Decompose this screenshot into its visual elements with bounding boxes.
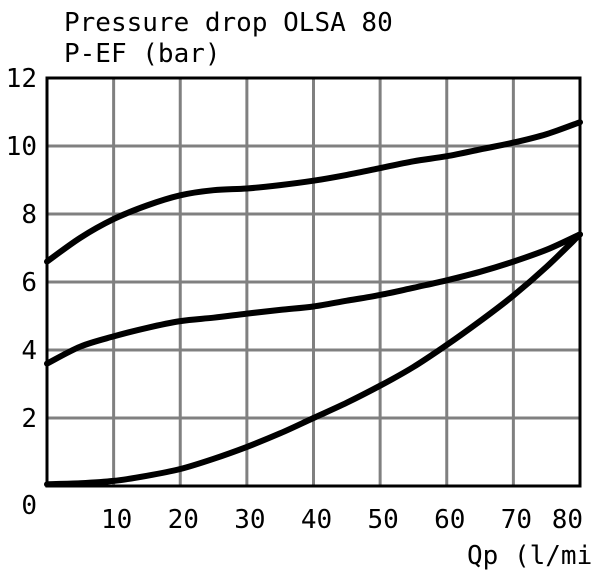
x-tick-label: 20	[168, 505, 199, 535]
curve-2	[44, 231, 583, 367]
y-tick-label: 0	[21, 491, 37, 521]
y-tick-label: 4	[21, 336, 37, 366]
chart-title: Pressure drop OLSA 80	[64, 8, 393, 38]
x-tick-label: 80	[552, 505, 583, 535]
x-tick-label: 50	[367, 505, 398, 535]
x-tick-label: 40	[301, 505, 332, 535]
x-tick-label: 60	[434, 505, 465, 535]
curves	[44, 119, 583, 488]
y-tick-labels: 0 2 4 6 8 10 12	[6, 64, 37, 521]
x-axis-label: Qp (l/mi	[467, 541, 592, 570]
y-axis-label: P-EF (bar)	[64, 39, 221, 69]
x-tick-label: 10	[101, 505, 132, 535]
curve-3	[44, 231, 583, 488]
grid	[47, 78, 580, 486]
y-tick-label: 12	[6, 64, 37, 94]
y-tick-label: 2	[21, 404, 37, 434]
y-tick-label: 10	[6, 132, 37, 162]
y-tick-label: 8	[21, 200, 37, 230]
x-tick-label: 30	[234, 505, 265, 535]
curve-1	[44, 119, 583, 265]
plot-frame	[45, 76, 582, 488]
x-tick-labels: 10 20 30 40 50 60 70 80	[101, 505, 583, 535]
x-tick-label: 70	[501, 505, 532, 535]
y-tick-label: 6	[21, 268, 37, 298]
